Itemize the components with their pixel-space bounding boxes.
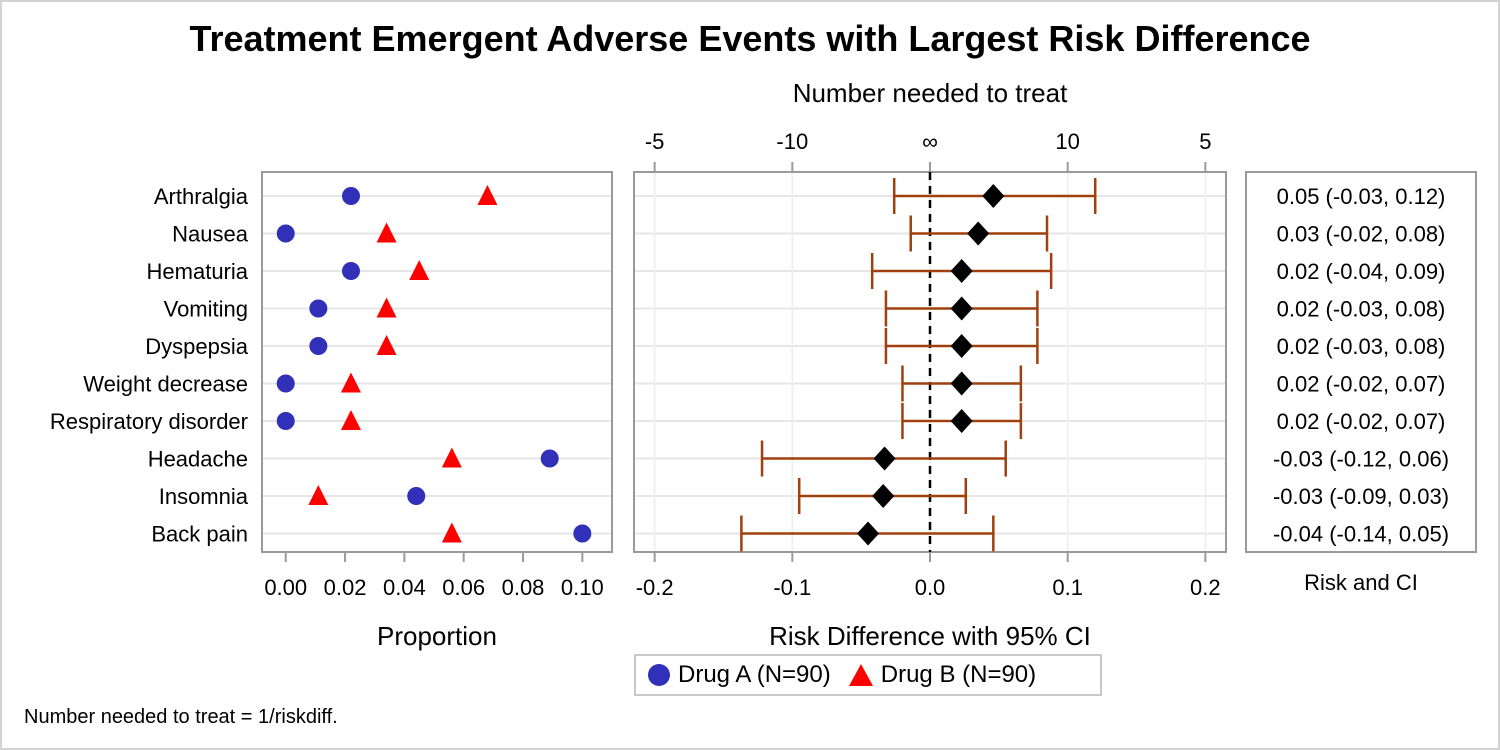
risk-ci-value: -0.03 (-0.09, 0.03) bbox=[1273, 484, 1449, 509]
category-label: Respiratory disorder bbox=[50, 409, 248, 434]
risk-estimate-point bbox=[950, 296, 973, 321]
drug-a-point bbox=[407, 487, 426, 505]
drug-a-point bbox=[540, 449, 559, 468]
drug-b-point bbox=[340, 372, 361, 393]
risk-ci-value: 0.02 (-0.04, 0.09) bbox=[1277, 259, 1446, 284]
risk-estimate-point bbox=[967, 221, 990, 246]
legend-label-drug-a: Drug A (N=90) bbox=[678, 661, 831, 688]
x2-axis-label: Number needed to treat bbox=[793, 78, 1068, 108]
risk-ci-value: -0.04 (-0.14, 0.05) bbox=[1273, 522, 1449, 547]
drug-a-point bbox=[341, 187, 360, 205]
risk-ci-value: 0.05 (-0.03, 0.12) bbox=[1277, 184, 1446, 209]
triangle-marker-icon bbox=[848, 664, 873, 686]
risk-ci-value: 0.02 (-0.03, 0.08) bbox=[1277, 297, 1446, 322]
risk-ci-value: 0.02 (-0.02, 0.07) bbox=[1277, 409, 1446, 434]
risk-ci-value: -0.03 (-0.12, 0.06) bbox=[1273, 447, 1449, 472]
risk-estimate-point bbox=[950, 259, 973, 283]
risk-estimate-point bbox=[982, 184, 1005, 208]
legend-item-drug-b: Drug B (N=90) bbox=[848, 661, 1037, 689]
x-tick-label: 0.06 bbox=[442, 575, 485, 600]
x-tick-label: 0.04 bbox=[383, 575, 426, 600]
drug-a-point bbox=[276, 412, 295, 430]
drug-b-point bbox=[409, 260, 430, 280]
x-tick-label: -0.1 bbox=[773, 575, 811, 600]
risk-estimate-point bbox=[872, 484, 895, 508]
risk-estimate-point bbox=[950, 334, 973, 358]
category-label: Insomnia bbox=[159, 484, 249, 509]
proportion-panel-frame bbox=[261, 171, 613, 553]
drug-b-point bbox=[340, 410, 361, 430]
drug-b-point bbox=[376, 222, 397, 243]
risk-estimate-point bbox=[873, 446, 896, 471]
category-label: Back pain bbox=[151, 522, 248, 547]
legend-label-drug-b: Drug B (N=90) bbox=[880, 661, 1037, 688]
drug-a-point bbox=[276, 224, 295, 243]
x2-tick-label: -10 bbox=[776, 129, 808, 154]
drug-a-point bbox=[573, 524, 592, 543]
risk-ci-value: 0.03 (-0.02, 0.08) bbox=[1277, 222, 1446, 247]
x2-tick-label: ∞ bbox=[922, 129, 938, 154]
circle-marker-icon bbox=[648, 664, 670, 686]
legend: Drug A (N=90) Drug B (N=90) bbox=[634, 654, 1102, 696]
x-tick-label: 0.0 bbox=[915, 575, 946, 600]
category-label: Arthralgia bbox=[154, 184, 249, 209]
risk-ci-value: 0.02 (-0.02, 0.07) bbox=[1277, 372, 1446, 397]
drug-a-point bbox=[309, 299, 328, 318]
legend-item-drug-a: Drug A (N=90) bbox=[648, 661, 831, 689]
chart-title: Treatment Emergent Adverse Events with L… bbox=[189, 18, 1311, 59]
risk-estimate-point bbox=[950, 409, 973, 433]
x-axis-label: Proportion bbox=[377, 621, 497, 651]
category-label: Vomiting bbox=[164, 297, 248, 322]
risk-estimate-point bbox=[857, 521, 880, 546]
x2-tick-label: -5 bbox=[645, 129, 665, 154]
drug-a-point bbox=[276, 374, 295, 393]
x2-tick-label: 10 bbox=[1055, 129, 1079, 154]
x-tick-label: 0.02 bbox=[324, 575, 367, 600]
drug-b-point bbox=[308, 485, 329, 505]
x-tick-label: 0.1 bbox=[1052, 575, 1083, 600]
category-label: Weight decrease bbox=[83, 372, 248, 397]
category-label: Nausea bbox=[172, 222, 249, 247]
risk-table-frame bbox=[1245, 171, 1477, 553]
x-tick-label: 0.10 bbox=[561, 575, 604, 600]
x-tick-label: 0.2 bbox=[1190, 575, 1221, 600]
x-tick-label: -0.2 bbox=[636, 575, 674, 600]
table-column-label: Risk and CI bbox=[1304, 570, 1418, 595]
drug-b-point bbox=[376, 335, 397, 355]
category-label: Dyspepsia bbox=[145, 334, 248, 359]
drug-b-point bbox=[441, 447, 462, 468]
risk-ci-value: 0.02 (-0.03, 0.08) bbox=[1277, 334, 1446, 359]
x2-tick-label: 5 bbox=[1199, 129, 1211, 154]
drug-b-point bbox=[477, 185, 498, 205]
x-tick-label: 0.00 bbox=[264, 575, 307, 600]
x-tick-label: 0.08 bbox=[502, 575, 545, 600]
drug-a-point bbox=[309, 337, 328, 355]
drug-b-point bbox=[376, 297, 397, 318]
drug-b-point bbox=[441, 522, 462, 543]
category-label: Hematuria bbox=[147, 259, 249, 284]
footnote: Number needed to treat = 1/riskdiff. bbox=[24, 706, 338, 728]
category-label: Headache bbox=[148, 447, 248, 472]
drug-a-point bbox=[341, 262, 360, 280]
x-axis-label: Risk Difference with 95% CI bbox=[769, 621, 1091, 651]
risk-estimate-point bbox=[950, 371, 973, 396]
